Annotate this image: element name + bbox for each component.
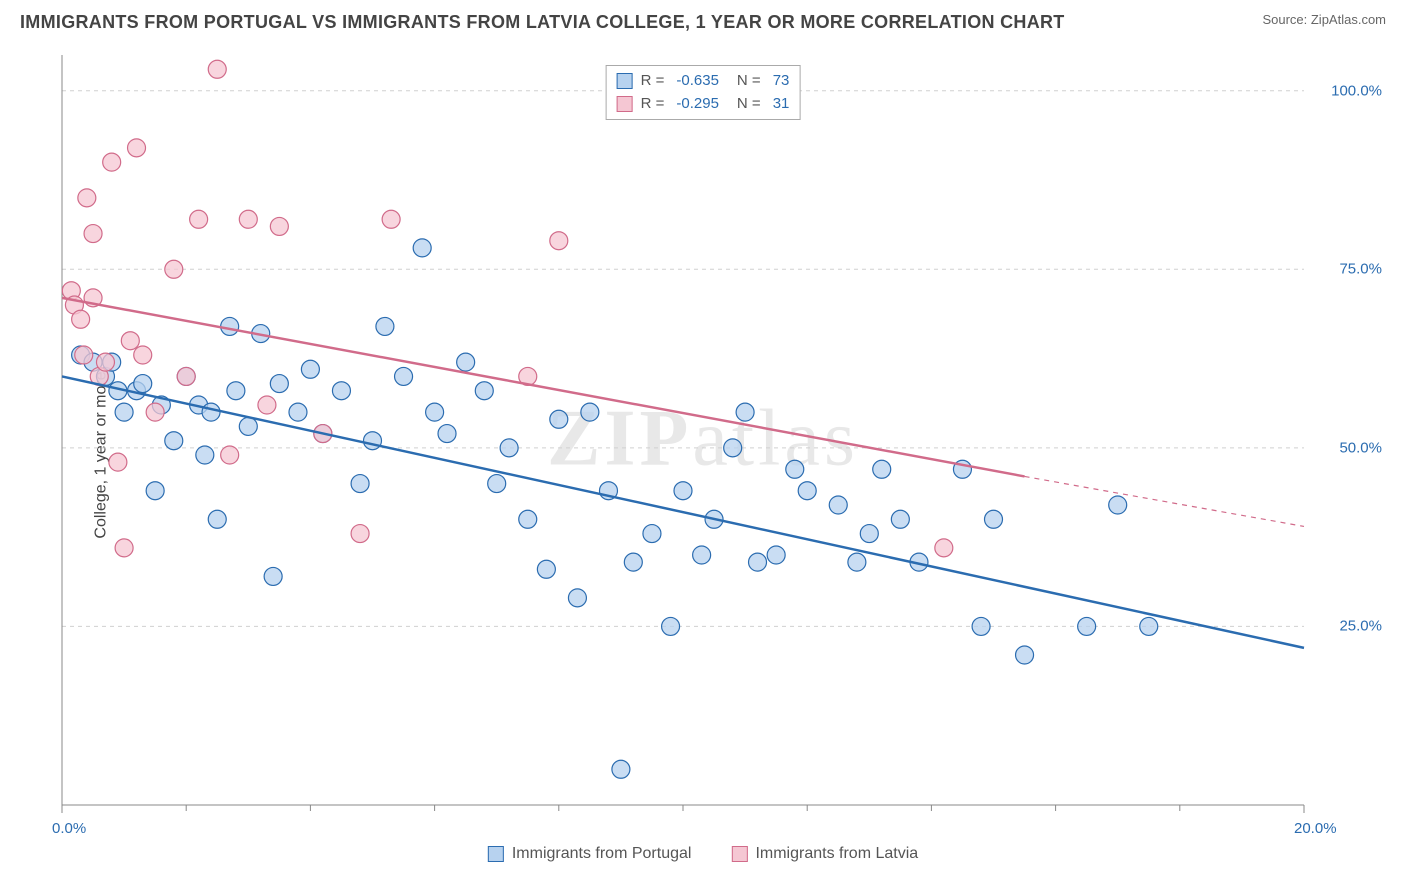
y-tick-label: 75.0%: [1339, 261, 1382, 278]
chart-area: College, 1 year or more ZIPatlas R =-0.6…: [12, 45, 1394, 865]
series-legend: Immigrants from Portugal Immigrants from …: [488, 845, 918, 863]
correlation-legend: R =-0.635 N =73 R =-0.295 N =31: [606, 65, 801, 120]
x-tick-label: 0.0%: [52, 820, 86, 837]
y-tick-label: 100.0%: [1331, 82, 1382, 99]
y-tick-label: 25.0%: [1339, 618, 1382, 635]
y-tick-label: 50.0%: [1339, 439, 1382, 456]
correlation-row: R =-0.635 N =73: [617, 70, 790, 93]
x-tick-label: 20.0%: [1294, 820, 1337, 837]
scatter-chart: [12, 45, 1394, 865]
correlation-row: R =-0.295 N =31: [617, 93, 790, 116]
legend-item: Immigrants from Portugal: [488, 845, 692, 863]
legend-item: Immigrants from Latvia: [731, 845, 918, 863]
chart-title: IMMIGRANTS FROM PORTUGAL VS IMMIGRANTS F…: [20, 12, 1065, 33]
source-label: Source: ZipAtlas.com: [1262, 12, 1386, 27]
